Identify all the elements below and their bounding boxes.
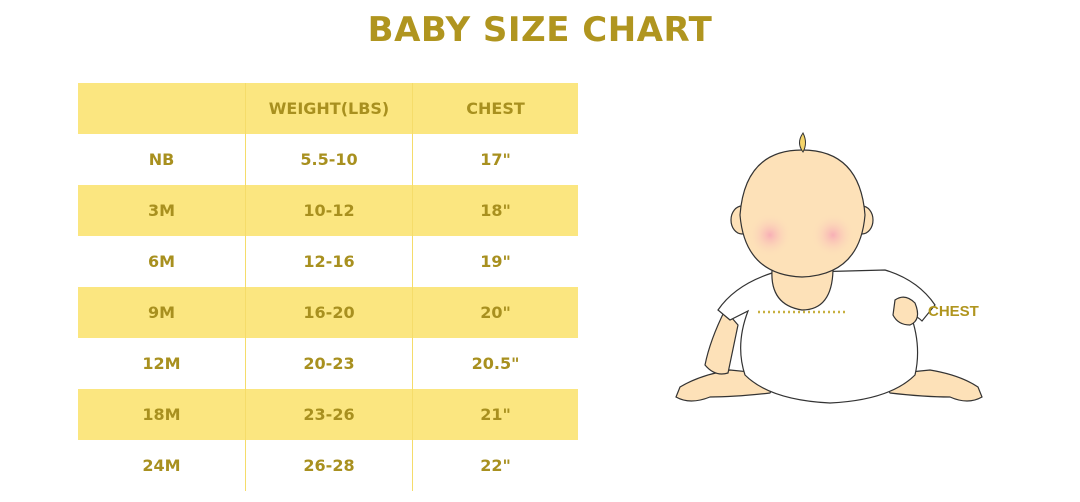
table-row: 6M 12-16 19" bbox=[78, 236, 578, 287]
table-cell: 23-26 bbox=[245, 389, 413, 440]
table-cell: 17" bbox=[480, 150, 511, 169]
table-cell: 9M bbox=[78, 287, 246, 338]
table-header-row: WEIGHT(LBS) CHEST bbox=[78, 83, 578, 134]
table-cell: WEIGHT(LBS) bbox=[245, 83, 413, 134]
table-cell: 10-12 bbox=[245, 185, 413, 236]
table-cell: 12M bbox=[142, 354, 181, 373]
table-cell: 16-20 bbox=[245, 287, 413, 338]
table-row: NB 5.5-10 17" bbox=[78, 134, 578, 185]
table-cell: CHEST bbox=[412, 83, 578, 134]
table-cell: 22" bbox=[480, 456, 511, 475]
table-cell: 6M bbox=[147, 252, 176, 271]
table-cell: 24M bbox=[142, 456, 181, 475]
table-row: 18M 23-26 21" bbox=[78, 389, 578, 440]
table-cell: NB bbox=[148, 150, 175, 169]
table-cell: 18M bbox=[78, 389, 246, 440]
table-row: 9M 16-20 20" bbox=[78, 287, 578, 338]
table-row: 3M 10-12 18" bbox=[78, 185, 578, 236]
table-cell bbox=[78, 83, 246, 134]
table-cell: 21" bbox=[412, 389, 578, 440]
table-row: 24M 26-28 22" bbox=[78, 440, 578, 491]
table-cell: 3M bbox=[78, 185, 246, 236]
size-table: WEIGHT(LBS) CHEST NB 5.5-10 17" 3M 10-12 18" 6M 1… bbox=[78, 83, 578, 491]
table-cell: 5.5-10 bbox=[245, 134, 413, 185]
page-title: BABY SIZE CHART bbox=[367, 10, 713, 50]
table-cell: 20-23 bbox=[245, 338, 413, 389]
baby-illustration bbox=[675, 132, 983, 404]
table-cell: 20" bbox=[412, 287, 578, 338]
chest-label: CHEST bbox=[928, 303, 979, 320]
table-cell: 20.5" bbox=[471, 354, 520, 373]
table-cell: 18" bbox=[412, 185, 578, 236]
table-cell: 12-16 bbox=[245, 236, 413, 287]
table-cell: 26-28 bbox=[245, 440, 413, 491]
table-row: 12M 20-23 20.5" bbox=[78, 338, 578, 389]
table-cell: 19" bbox=[480, 252, 511, 271]
